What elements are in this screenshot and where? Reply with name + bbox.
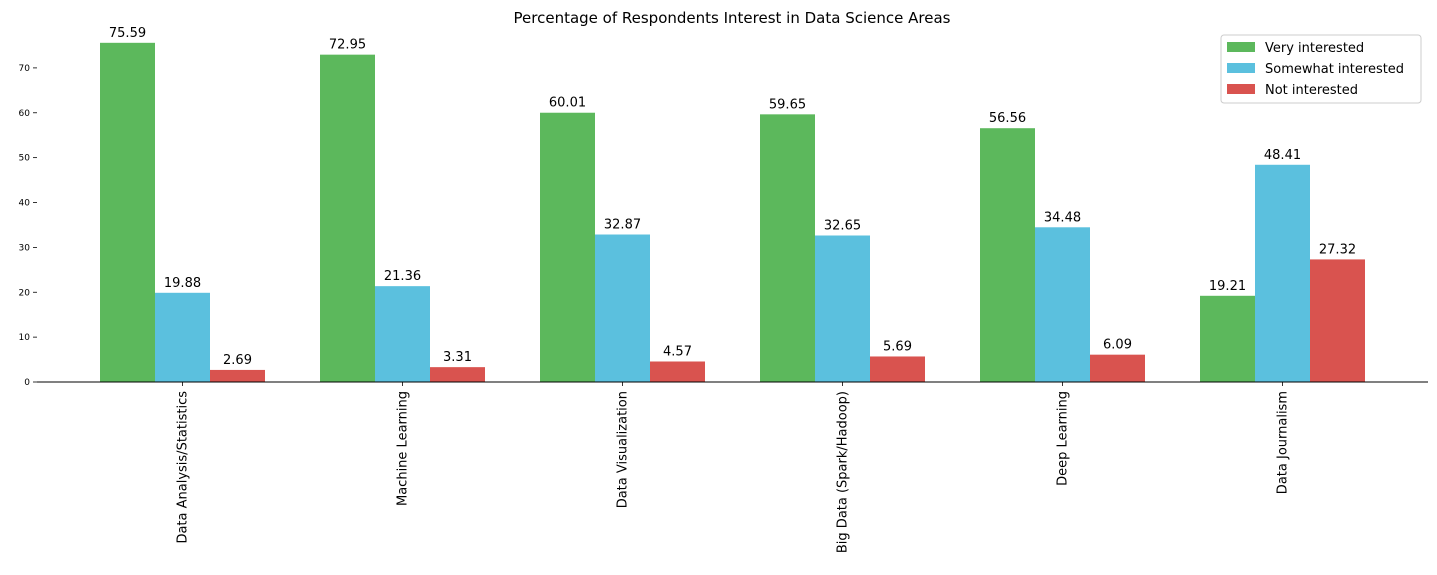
y-tick-label: 70 bbox=[19, 64, 31, 74]
bar-somewhat-interested bbox=[1035, 227, 1090, 382]
legend-box bbox=[1220, 34, 1422, 104]
legend-swatch bbox=[1227, 42, 1255, 52]
bar-not-interested bbox=[1090, 354, 1145, 382]
legend-label: Very interested bbox=[1265, 41, 1364, 56]
bar-very-interested bbox=[320, 54, 375, 383]
bar-value-label: 21.36 bbox=[384, 269, 421, 284]
bar-value-label: 2.69 bbox=[223, 353, 252, 368]
bar-value-label: 48.41 bbox=[1264, 148, 1301, 163]
bar-value-label: 75.59 bbox=[109, 26, 146, 41]
y-tick-label: 40 bbox=[19, 199, 31, 209]
bar-value-label: 56.56 bbox=[989, 111, 1026, 126]
bar-value-label: 32.65 bbox=[824, 218, 861, 233]
bar-value-label: 3.31 bbox=[443, 350, 472, 365]
y-tick-label: 50 bbox=[19, 154, 31, 164]
bar-very-interested bbox=[760, 114, 815, 382]
bar-very-interested bbox=[100, 42, 155, 383]
bar-value-label: 19.88 bbox=[164, 276, 201, 291]
bar-somewhat-interested bbox=[815, 235, 870, 382]
x-tick-label: Machine Learning bbox=[396, 391, 411, 506]
x-tick-label: Data Visualization bbox=[616, 391, 631, 508]
y-axis: 0 10 20 30 40 50 60 70 bbox=[19, 64, 37, 388]
bar-somewhat-interested bbox=[595, 234, 650, 382]
bar-value-label: 72.95 bbox=[329, 38, 366, 53]
legend-label: Not interested bbox=[1265, 83, 1358, 98]
legend: Very interested Somewhat interested Not in… bbox=[1220, 34, 1422, 104]
bar-very-interested bbox=[1200, 295, 1255, 382]
bar-somewhat-interested bbox=[155, 292, 210, 382]
bar-value-label: 19.21 bbox=[1209, 279, 1246, 294]
x-tick-label: Deep Learning bbox=[1056, 391, 1071, 486]
x-tick-label: Big Data (Spark/Hadoop) bbox=[836, 391, 851, 553]
bar-value-label: 6.09 bbox=[1103, 338, 1132, 353]
y-tick-label: 30 bbox=[19, 243, 31, 253]
bar-value-label: 4.57 bbox=[663, 344, 692, 359]
bar-value-label: 60.01 bbox=[549, 96, 586, 111]
bar-value-label: 27.32 bbox=[1319, 242, 1356, 257]
bar-somewhat-interested bbox=[1255, 164, 1310, 382]
legend-swatch bbox=[1227, 84, 1255, 94]
legend-swatch bbox=[1227, 63, 1255, 73]
bar-value-label: 5.69 bbox=[883, 339, 912, 354]
x-tick-label: Data Analysis/Statistics bbox=[176, 391, 191, 544]
bar-very-interested bbox=[980, 128, 1035, 382]
bar-value-label: 59.65 bbox=[769, 97, 806, 112]
y-tick-label: 0 bbox=[24, 378, 30, 388]
bar-not-interested bbox=[870, 356, 925, 382]
bar-not-interested bbox=[650, 361, 705, 382]
bars-group bbox=[100, 42, 1365, 383]
data-labels-group: 75.59 72.95 60.01 59.65 56.56 19.21 19.88 21.36… bbox=[109, 26, 1356, 368]
x-axis: Data Analysis/Statistics Machine Learning… bbox=[37, 381, 1428, 553]
bar-not-interested bbox=[430, 367, 485, 382]
bar-not-interested bbox=[210, 369, 265, 382]
y-tick-label: 60 bbox=[19, 109, 31, 119]
bar-somewhat-interested bbox=[375, 286, 430, 382]
y-tick-label: 20 bbox=[19, 288, 31, 298]
bar-value-label: 34.48 bbox=[1044, 210, 1081, 225]
legend-label: Somewhat interested bbox=[1265, 62, 1404, 77]
x-tick-label: Data Journalism bbox=[1276, 391, 1291, 494]
chart-title: Percentage of Respondents Interest in Da… bbox=[514, 9, 951, 27]
bar-not-interested bbox=[1310, 259, 1365, 382]
bar-value-label: 32.87 bbox=[604, 218, 641, 233]
y-tick-label: 10 bbox=[19, 333, 31, 343]
bar-very-interested bbox=[540, 112, 595, 382]
